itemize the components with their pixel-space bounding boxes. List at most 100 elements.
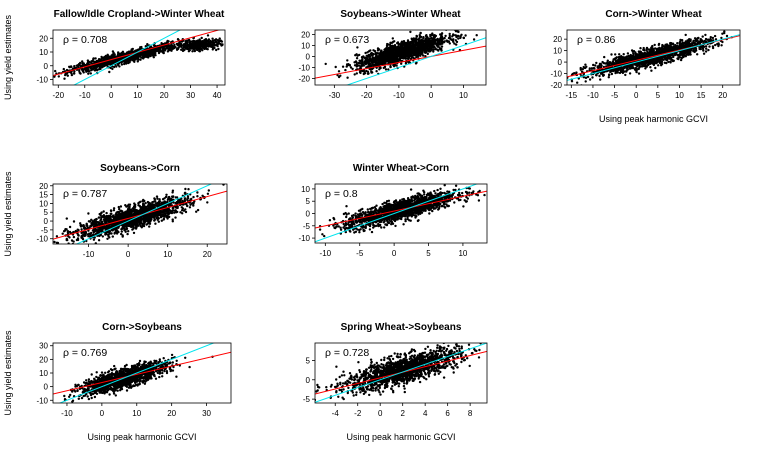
scatter-point: [430, 36, 433, 40]
scatter-point: [125, 62, 128, 65]
scatter-point: [399, 50, 402, 53]
y-tick-label: -10: [550, 70, 562, 79]
scatter-point: [438, 46, 441, 49]
scatter-point: [638, 66, 641, 69]
scatter-point: [706, 38, 710, 41]
scatter-point: [584, 80, 587, 83]
scatter-point: [607, 73, 611, 77]
scatter-point: [388, 51, 391, 54]
scatter-point: [99, 59, 102, 62]
scatter-point: [564, 81, 566, 83]
scatter-point: [621, 68, 625, 72]
scatter-point: [379, 51, 382, 54]
scatter-point: [92, 67, 95, 70]
scatter-point: [100, 57, 104, 60]
scatter-point: [636, 62, 640, 65]
scatter-point: [97, 64, 101, 68]
scatter-point: [376, 47, 380, 50]
scatter-point: [159, 46, 162, 50]
scatter-point: [622, 53, 625, 56]
scatter-point: [388, 43, 392, 47]
scatter-point: [386, 42, 389, 46]
scatter-point: [391, 47, 395, 50]
scatter-point: [359, 65, 362, 68]
scatter-point: [63, 77, 66, 80]
scatter-point: [207, 38, 211, 41]
scatter-point: [679, 52, 682, 56]
scatter-point: [191, 50, 194, 53]
scatter-point: [711, 36, 715, 40]
scatter-point: [366, 59, 369, 62]
scatter-point: [353, 73, 356, 76]
scatter-point: [405, 42, 408, 46]
scatter-point: [428, 47, 431, 50]
scatter-point: [409, 30, 412, 34]
scatter-point: [57, 75, 60, 78]
scatter-point: [652, 51, 655, 54]
scatter-point: [694, 39, 698, 43]
scatter-point: [705, 47, 708, 50]
scatter-point: [629, 67, 632, 70]
scatter-point: [580, 70, 584, 74]
scatter-point: [111, 67, 114, 71]
scatter-point: [217, 47, 220, 51]
panel-2: -30 -20 -10 0 10-20-1001020Soybeans->Winter …: [298, 9, 487, 100]
scatter-point: [407, 54, 411, 57]
scatter-point: [634, 51, 637, 54]
scatter-point: [609, 70, 612, 74]
scatter-point: [73, 66, 76, 70]
scatter-point: [711, 45, 715, 48]
scatter-point: [440, 39, 443, 42]
scatter-point: [704, 50, 708, 53]
scatter-point: [437, 49, 440, 52]
scatter-point: [603, 55, 606, 59]
scatter-point: [215, 43, 219, 46]
scatter-point: [411, 40, 414, 43]
scatter-point: [678, 43, 681, 46]
scatter-point: [392, 56, 395, 59]
scatter-point: [654, 53, 657, 56]
scatter-point: [131, 47, 134, 51]
scatter-point: [454, 25, 456, 27]
scatter-point: [663, 46, 666, 50]
scatter-point: [205, 39, 208, 43]
scatter-point: [107, 55, 110, 58]
scatter-point: [599, 62, 603, 66]
scatter-point: [429, 39, 432, 42]
scatter-point: [682, 44, 685, 47]
scatter-point: [625, 69, 628, 72]
scatter-point: [582, 65, 585, 69]
scatter-point: [364, 62, 367, 65]
scatter-point: [383, 58, 387, 61]
scatter-point: [383, 65, 387, 69]
scatter-point: [376, 56, 380, 59]
scatter-point: [143, 55, 146, 59]
scatter-point: [363, 70, 366, 74]
scatter-point: [370, 51, 373, 55]
scatter-point: [630, 55, 633, 58]
scatter-point: [367, 72, 370, 75]
scatter-point: [372, 49, 375, 52]
scatter-point: [182, 48, 185, 51]
fit-line: [53, 30, 221, 77]
scatter-point: [617, 56, 621, 59]
scatter-point: [440, 36, 443, 39]
scatter-point: [599, 78, 602, 81]
scatter-point: [433, 34, 436, 37]
scatter-point: [658, 52, 661, 55]
fit-line: [315, 45, 486, 79]
scatter-point: [370, 64, 373, 68]
scatter-point: [192, 37, 195, 40]
scatter-point: [131, 57, 134, 60]
scatter-point: [643, 48, 646, 52]
scatter-point: [66, 74, 70, 77]
scatter-point: [424, 55, 427, 58]
scatter-point: [395, 59, 398, 62]
scatter-point: [448, 42, 451, 45]
scatter-point: [675, 47, 678, 50]
scatter-point: [586, 75, 590, 79]
scatter-point: [677, 45, 681, 48]
scatter-point: [203, 45, 207, 48]
scatter-point: [357, 61, 360, 65]
scatter-point: [364, 59, 367, 63]
